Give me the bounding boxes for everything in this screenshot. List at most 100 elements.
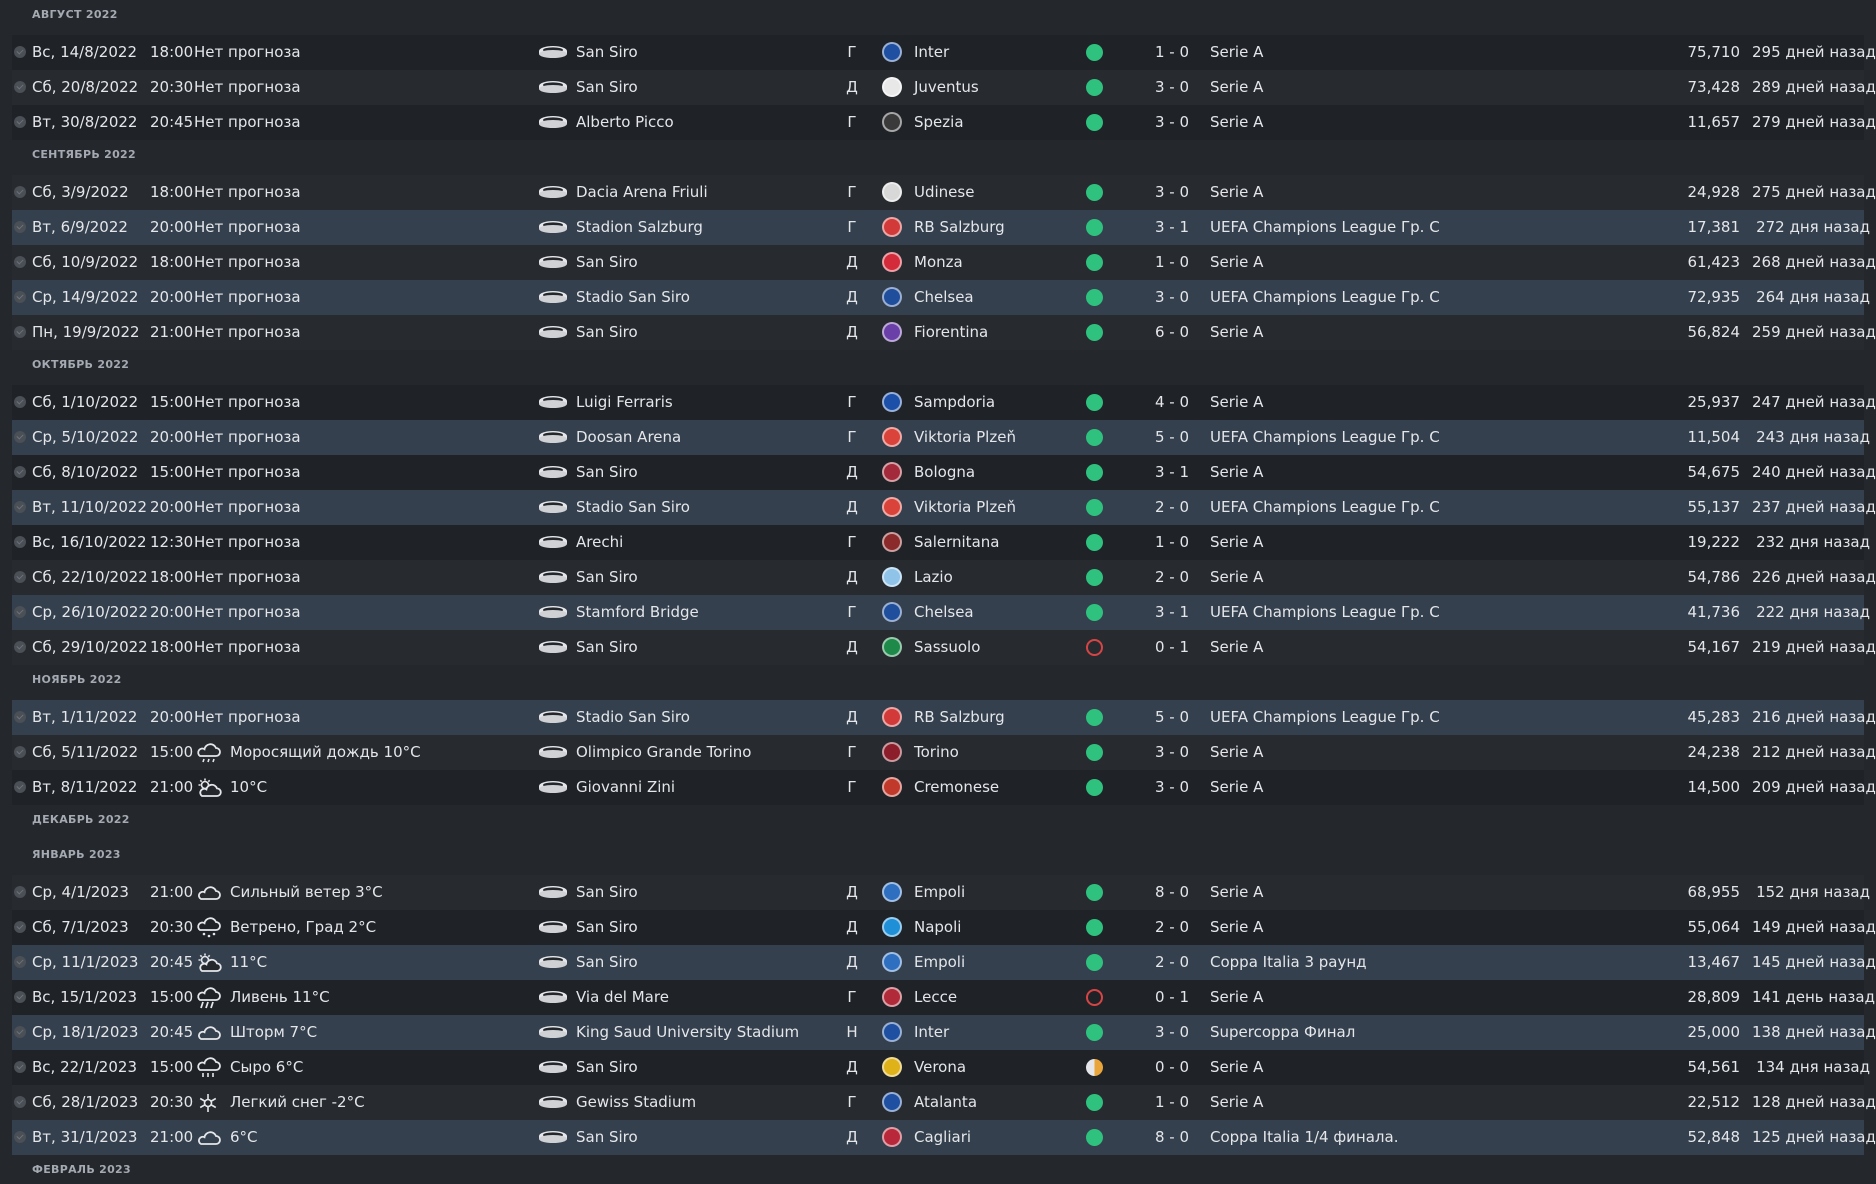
table-row[interactable]: Ср, 14/9/2022 20:00 Нет прогноза Stadio San… [12, 280, 1870, 315]
table-row[interactable]: Сб, 22/10/2022 18:00 Нет прогноза San Siro Д… [12, 560, 1876, 595]
opponent-name[interactable]: Juventus [914, 78, 979, 96]
match-score[interactable]: 2 - 0 [1154, 953, 1190, 971]
table-row[interactable]: Сб, 29/10/2022 18:00 Нет прогноза San Siro Д… [12, 630, 1876, 665]
competition-name[interactable]: UEFA Champions League Гр. C [1210, 708, 1440, 726]
competition-name[interactable]: Serie A [1210, 1093, 1264, 1111]
opponent-name[interactable]: Lazio [914, 568, 953, 586]
opponent-name[interactable]: Chelsea [914, 288, 974, 306]
match-score[interactable]: 4 - 0 [1154, 393, 1190, 411]
match-score[interactable]: 3 - 0 [1154, 1023, 1190, 1041]
table-row[interactable]: Сб, 28/1/2023 20:30 Легкий снег -2°C Gewiss… [12, 1085, 1876, 1120]
competition-name[interactable]: UEFA Champions League Гр. C [1210, 603, 1440, 621]
match-score[interactable]: 8 - 0 [1154, 883, 1190, 901]
table-row[interactable]: Вс, 22/1/2023 15:00 Сыро 6°C San Siro Д Veron… [12, 1050, 1870, 1085]
competition-name[interactable]: Serie A [1210, 568, 1264, 586]
opponent-name[interactable]: Napoli [914, 918, 962, 936]
competition-name[interactable]: UEFA Champions League Гр. C [1210, 288, 1440, 306]
competition-name[interactable]: Serie A [1210, 1058, 1264, 1076]
match-score[interactable]: 2 - 0 [1154, 568, 1190, 586]
opponent-name[interactable]: Verona [914, 1058, 967, 1076]
table-row[interactable]: Вс, 15/1/2023 15:00 Ливень 11°C Via del Mar… [12, 980, 1875, 1015]
competition-name[interactable]: Coppa Italia 3 раунд [1210, 953, 1367, 971]
competition-name[interactable]: Serie A [1210, 323, 1264, 341]
competition-name[interactable]: Serie A [1210, 183, 1264, 201]
match-score[interactable]: 0 - 1 [1154, 988, 1190, 1006]
opponent-name[interactable]: Empoli [914, 953, 966, 971]
competition-name[interactable]: Serie A [1210, 463, 1264, 481]
competition-name[interactable]: Serie A [1210, 113, 1264, 131]
table-row[interactable]: Вс, 14/8/2022 18:00 Нет прогноза San Siro Г I… [12, 35, 1876, 70]
opponent-name[interactable]: Cagliari [914, 1128, 972, 1146]
competition-name[interactable]: Serie A [1210, 918, 1264, 936]
competition-name[interactable]: Serie A [1210, 778, 1264, 796]
match-score[interactable]: 1 - 0 [1154, 533, 1190, 551]
opponent-name[interactable]: Inter [914, 1023, 950, 1041]
table-row[interactable]: Вт, 6/9/2022 20:00 Нет прогноза Stadion Sal… [12, 210, 1870, 245]
competition-name[interactable]: Serie A [1210, 743, 1264, 761]
table-row[interactable]: Ср, 26/10/2022 20:00 Нет прогноза Stamford … [12, 595, 1870, 630]
competition-name[interactable]: Serie A [1210, 253, 1264, 271]
table-row[interactable]: Вт, 1/11/2022 20:00 Нет прогноза Stadio San… [12, 700, 1876, 735]
table-row[interactable]: Вт, 31/1/2023 21:00 6°C San Siro Д Cagliari 8 … [12, 1120, 1876, 1155]
table-row[interactable]: Сб, 20/8/2022 20:30 Нет прогноза San Siro Д J… [12, 70, 1876, 105]
table-row[interactable]: Ср, 18/1/2023 20:45 Шторм 7°C King Saud Uni… [12, 1015, 1876, 1050]
competition-name[interactable]: Serie A [1210, 393, 1264, 411]
match-score[interactable]: 3 - 0 [1154, 78, 1190, 96]
competition-name[interactable]: Serie A [1210, 43, 1264, 61]
opponent-name[interactable]: Monza [914, 253, 963, 271]
match-score[interactable]: 2 - 0 [1154, 498, 1190, 516]
competition-name[interactable]: UEFA Champions League Гр. C [1210, 218, 1440, 236]
table-row[interactable]: Сб, 10/9/2022 18:00 Нет прогноза San Siro Д M… [12, 245, 1876, 280]
opponent-name[interactable]: Viktoria Plzeň [914, 428, 1016, 446]
table-row[interactable]: Сб, 1/10/2022 15:00 Нет прогноза Luigi Ferr… [12, 385, 1876, 420]
table-row[interactable]: Ср, 4/1/2023 21:00 Сильный ветер 3°C San Si… [12, 875, 1870, 910]
table-row[interactable]: Вт, 8/11/2022 21:00 10°C Giovanni Zini Г Crem… [12, 770, 1876, 805]
match-score[interactable]: 3 - 0 [1154, 743, 1190, 761]
table-row[interactable]: Сб, 7/1/2023 20:30 Ветрено, Град 2°C San Si… [12, 910, 1876, 945]
match-score[interactable]: 3 - 0 [1154, 288, 1190, 306]
competition-name[interactable]: Serie A [1210, 988, 1264, 1006]
opponent-name[interactable]: Viktoria Plzeň [914, 498, 1016, 516]
match-score[interactable]: 0 - 0 [1154, 1058, 1190, 1076]
table-row[interactable]: Ср, 5/10/2022 20:00 Нет прогноза Doosan Are… [12, 420, 1870, 455]
opponent-name[interactable]: RB Salzburg [914, 218, 1005, 236]
opponent-name[interactable]: Salernitana [914, 533, 1000, 551]
opponent-name[interactable]: RB Salzburg [914, 708, 1005, 726]
opponent-name[interactable]: Fiorentina [914, 323, 989, 341]
competition-name[interactable]: Serie A [1210, 78, 1264, 96]
competition-name[interactable]: Serie A [1210, 638, 1264, 656]
competition-name[interactable]: UEFA Champions League Гр. C [1210, 498, 1440, 516]
match-score[interactable]: 3 - 0 [1154, 778, 1190, 796]
match-score[interactable]: 6 - 0 [1154, 323, 1190, 341]
opponent-name[interactable]: Spezia [914, 113, 964, 131]
table-row[interactable]: Вс, 16/10/2022 12:30 Нет прогноза Arechi Г Sa… [12, 525, 1870, 560]
table-row[interactable]: Сб, 3/9/2022 18:00 Нет прогноза Dacia Arena… [12, 175, 1876, 210]
match-score[interactable]: 3 - 1 [1154, 603, 1190, 621]
opponent-name[interactable]: Chelsea [914, 603, 974, 621]
competition-name[interactable]: Serie A [1210, 883, 1264, 901]
match-score[interactable]: 2 - 0 [1154, 918, 1190, 936]
table-row[interactable]: Сб, 8/10/2022 15:00 Нет прогноза San Siro Д B… [12, 455, 1876, 490]
competition-name[interactable]: Serie A [1210, 533, 1264, 551]
opponent-name[interactable]: Bologna [914, 463, 976, 481]
match-score[interactable]: 8 - 0 [1154, 1128, 1190, 1146]
match-score[interactable]: 1 - 0 [1154, 253, 1190, 271]
table-row[interactable]: Вт, 11/10/2022 20:00 Нет прогноза Stadio Sa… [12, 490, 1876, 525]
match-score[interactable]: 5 - 0 [1154, 708, 1190, 726]
table-row[interactable]: Пн, 19/9/2022 21:00 Нет прогноза San Siro Д F… [12, 315, 1876, 350]
opponent-name[interactable]: Cremonese [914, 778, 1000, 796]
opponent-name[interactable]: Empoli [914, 883, 966, 901]
table-row[interactable]: Вт, 30/8/2022 20:45 Нет прогноза Alberto Pi… [12, 105, 1876, 140]
match-score[interactable]: 5 - 0 [1154, 428, 1190, 446]
match-score[interactable]: 0 - 1 [1154, 638, 1190, 656]
match-score[interactable]: 3 - 1 [1154, 463, 1190, 481]
match-score[interactable]: 1 - 0 [1154, 1093, 1190, 1111]
match-score[interactable]: 3 - 0 [1154, 183, 1190, 201]
match-score[interactable]: 3 - 0 [1154, 113, 1190, 131]
opponent-name[interactable]: Sassuolo [914, 638, 981, 656]
opponent-name[interactable]: Inter [914, 43, 950, 61]
opponent-name[interactable]: Sampdoria [914, 393, 996, 411]
opponent-name[interactable]: Lecce [914, 988, 958, 1006]
table-row[interactable]: Ср, 11/1/2023 20:45 11°C San Siro Д Empoli 2 -… [12, 945, 1876, 980]
match-score[interactable]: 3 - 1 [1154, 218, 1190, 236]
